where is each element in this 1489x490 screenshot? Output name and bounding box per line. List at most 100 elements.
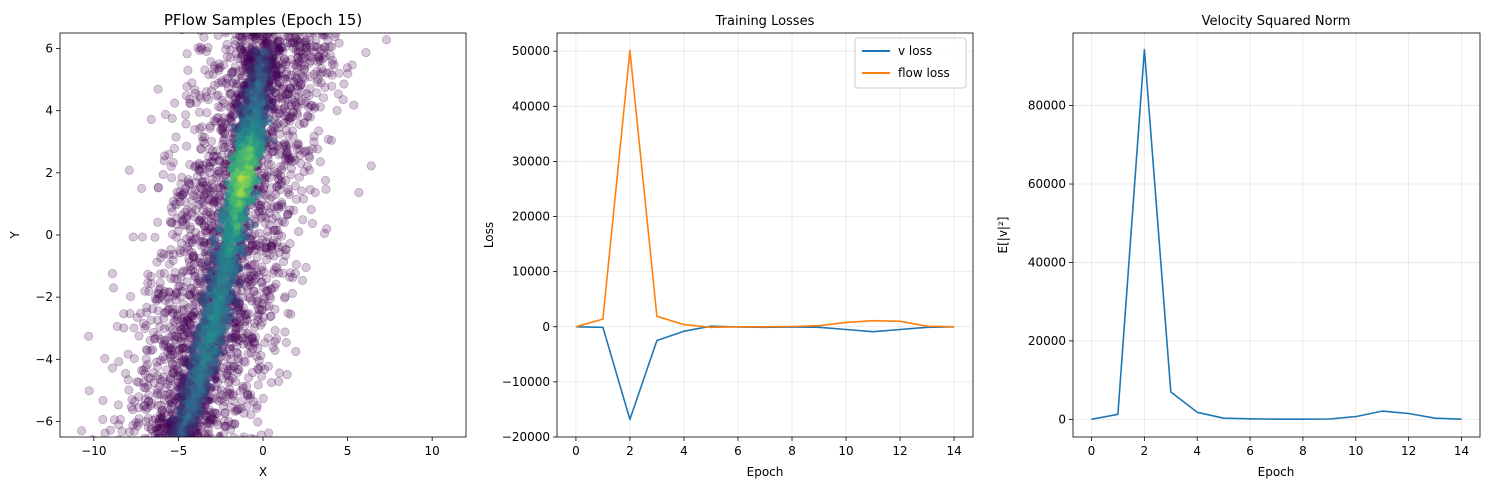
scatter-point — [237, 396, 247, 406]
scatter-point — [239, 339, 249, 349]
scatter-point — [198, 178, 208, 188]
scatter-point — [188, 252, 198, 262]
scatter-point — [326, 135, 336, 145]
scatter-point — [249, 337, 259, 347]
scatter-point — [304, 102, 314, 112]
scatter-point — [166, 274, 176, 284]
scatter-point — [161, 335, 171, 345]
training-losses-y-tick-label: −20000 — [502, 430, 550, 444]
scatter-point — [243, 336, 253, 346]
scatter-point — [220, 128, 230, 138]
scatter-point — [271, 279, 281, 289]
scatter-point — [179, 299, 189, 309]
scatter-point — [184, 254, 194, 264]
scatter-point — [169, 273, 179, 283]
scatter-point — [320, 83, 330, 93]
scatter-point — [213, 63, 223, 73]
scatter-point — [223, 142, 233, 152]
training-losses-x-label: Epoch — [747, 465, 784, 479]
scatter-point — [183, 245, 193, 255]
scatter-point — [206, 57, 216, 67]
scatter-point — [309, 47, 319, 57]
scatter-point — [292, 41, 302, 51]
scatter-point — [202, 87, 212, 97]
scatter-point — [254, 201, 264, 211]
scatter-density-point — [226, 334, 234, 342]
scatter-point — [314, 53, 324, 63]
scatter-point — [155, 374, 165, 384]
scatter-point — [252, 351, 262, 361]
scatter-point — [217, 78, 227, 88]
scatter-point — [314, 126, 324, 136]
scatter-point — [141, 363, 151, 373]
scatter-point — [298, 49, 308, 59]
scatter-density-point — [206, 268, 214, 276]
scatter-density-point — [276, 45, 284, 53]
scatter-point — [226, 45, 236, 55]
scatter-point — [187, 283, 197, 293]
training-losses-y-label: Loss — [482, 222, 496, 248]
scatter-point — [109, 283, 119, 293]
scatter-point — [293, 53, 303, 63]
scatter-point — [164, 250, 174, 260]
scatter-point — [246, 390, 256, 400]
scatter-point — [235, 317, 245, 327]
scatter-point — [217, 95, 227, 105]
scatter-point — [285, 33, 295, 43]
scatter-point — [229, 362, 239, 372]
scatter-point — [321, 184, 331, 194]
scatter-point — [168, 304, 178, 314]
scatter-point — [311, 42, 321, 52]
scatter-point — [281, 147, 291, 157]
scatter-point — [230, 40, 240, 50]
scatter-point — [272, 182, 282, 192]
scatter-point — [276, 161, 286, 171]
scatter-point — [310, 102, 320, 112]
scatter-point — [172, 232, 182, 242]
scatter-point — [179, 318, 189, 328]
scatter-point — [190, 288, 200, 298]
scatter-point — [269, 251, 279, 261]
scatter-point — [264, 33, 273, 37]
scatter-point — [263, 226, 273, 236]
scatter-density-point — [254, 83, 263, 91]
scatter-point — [300, 52, 310, 62]
scatter-point — [295, 81, 305, 91]
scatter-point — [170, 368, 180, 378]
scatter-point — [181, 220, 191, 230]
scatter-point — [170, 199, 180, 209]
scatter-point — [271, 211, 281, 221]
scatter-point — [225, 384, 235, 394]
scatter-point — [257, 371, 267, 381]
scatter-point — [149, 378, 159, 388]
scatter-point — [114, 357, 124, 367]
scatter-point — [300, 37, 310, 47]
scatter-point — [140, 369, 150, 379]
scatter-point — [209, 415, 219, 425]
scatter-point — [332, 106, 342, 116]
scatter-density-point — [227, 344, 236, 352]
scatter-point — [155, 278, 165, 288]
scatter-point — [166, 203, 176, 213]
scatter-point — [291, 100, 301, 110]
scatter-point — [233, 334, 243, 344]
scatter-point — [182, 234, 192, 244]
scatter-point — [191, 98, 201, 108]
scatter-point — [160, 295, 170, 305]
scatter-point — [236, 386, 246, 396]
scatter-point — [238, 33, 248, 37]
scatter-point — [185, 231, 195, 241]
scatter-point — [199, 190, 209, 200]
scatter-point — [133, 418, 143, 428]
scatter-point — [233, 349, 243, 359]
scatter-point — [250, 339, 260, 349]
scatter-point — [219, 143, 229, 153]
scatter-point — [189, 259, 199, 269]
scatter-point — [220, 119, 230, 129]
scatter-point — [178, 348, 188, 358]
scatter-point — [153, 362, 163, 372]
scatter-point — [205, 415, 215, 425]
scatter-point — [153, 315, 163, 325]
training-losses-title: Training Losses — [715, 14, 815, 29]
scatter-point — [279, 138, 289, 148]
